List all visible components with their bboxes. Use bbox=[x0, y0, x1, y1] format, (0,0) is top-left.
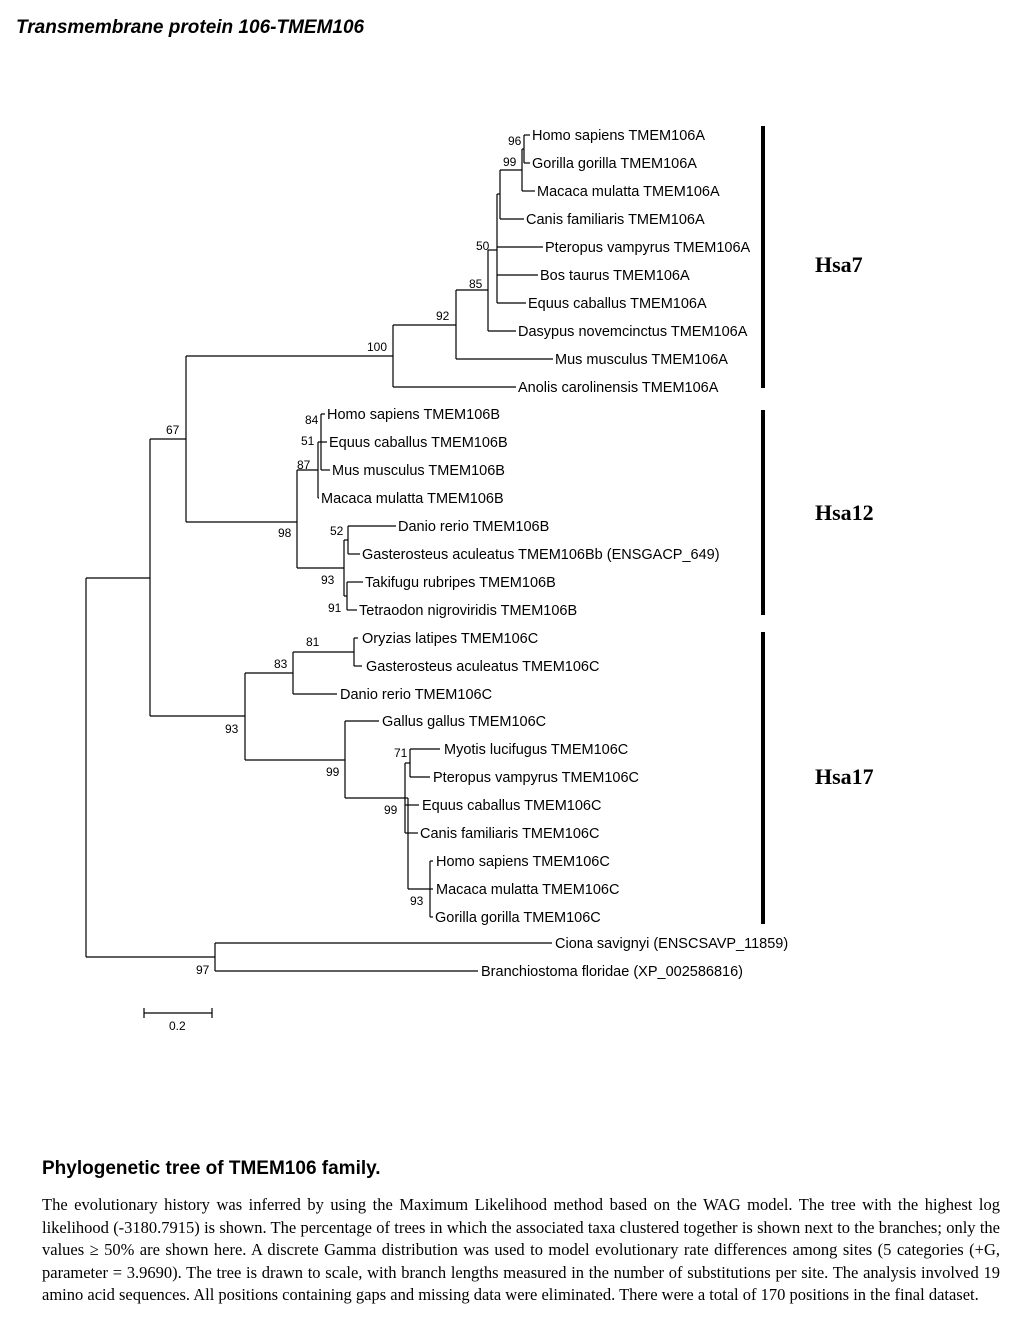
taxon-label: Homo sapiens TMEM106C bbox=[436, 854, 610, 870]
group-label-hsa12: Hsa12 bbox=[815, 500, 874, 525]
group-bar-hsa12 bbox=[761, 410, 765, 615]
group-bar-hsa7 bbox=[761, 126, 765, 388]
bootstrap-value: 91 bbox=[328, 601, 342, 615]
bootstrap-value: 96 bbox=[508, 134, 522, 148]
taxon-label: Oryzias latipes TMEM106C bbox=[362, 631, 538, 647]
bootstrap-value: 50 bbox=[476, 239, 490, 253]
taxon-label: Bos taurus TMEM106A bbox=[540, 268, 690, 284]
tree-branches bbox=[85, 134, 553, 972]
bootstrap-value: 85 bbox=[469, 277, 483, 291]
taxon-label: Equus caballus TMEM106C bbox=[422, 798, 601, 814]
caption-heading: Phylogenetic tree of TMEM106 family. bbox=[42, 1158, 381, 1179]
bootstrap-value: 93 bbox=[321, 573, 335, 587]
page-title: Transmembrane protein 106-TMEM106 bbox=[16, 17, 365, 38]
group-bar-hsa17 bbox=[761, 632, 765, 924]
taxon-label: Ciona savignyi (ENSCSAVP_11859) bbox=[555, 936, 788, 952]
bootstrap-values: 96 99 50 85 92 100 67 84 51 87 98 52 93 … bbox=[166, 134, 522, 977]
bootstrap-value: 99 bbox=[503, 155, 517, 169]
taxon-label: Homo sapiens TMEM106A bbox=[532, 128, 705, 144]
scale-bar-label: 0.2 bbox=[169, 1019, 186, 1033]
taxon-label: Macaca mulatta TMEM106A bbox=[537, 184, 720, 200]
taxon-label: Dasypus novemcinctus TMEM106A bbox=[518, 324, 748, 340]
taxon-label: Takifugu rubripes TMEM106B bbox=[365, 575, 556, 591]
bootstrap-value: 100 bbox=[367, 340, 387, 354]
taxon-label: Branchiostoma floridae (XP_002586816) bbox=[481, 964, 743, 980]
taxon-label: Mus musculus TMEM106B bbox=[332, 463, 505, 479]
phylogenetic-tree: Homo sapiens TMEM106A Gorilla gorilla TM… bbox=[85, 126, 874, 1033]
taxon-label: Macaca mulatta TMEM106C bbox=[436, 882, 619, 898]
taxon-label: Tetraodon nigroviridis TMEM106B bbox=[359, 603, 577, 619]
taxon-label: Gasterosteus aculeatus TMEM106Bb (ENSGAC… bbox=[362, 547, 720, 563]
taxon-label: Danio rerio TMEM106C bbox=[340, 687, 492, 703]
bootstrap-value: 84 bbox=[305, 413, 319, 427]
taxon-label: Pteropus vampyrus TMEM106C bbox=[433, 770, 639, 786]
taxon-label: Gasterosteus aculeatus TMEM106C bbox=[366, 659, 599, 675]
bootstrap-value: 83 bbox=[274, 657, 288, 671]
taxon-label: Pteropus vampyrus TMEM106A bbox=[545, 240, 751, 256]
bootstrap-value: 67 bbox=[166, 423, 180, 437]
bootstrap-value: 52 bbox=[330, 524, 344, 538]
taxon-label: Anolis carolinensis TMEM106A bbox=[518, 380, 719, 396]
bootstrap-value: 93 bbox=[410, 894, 424, 908]
bootstrap-value: 97 bbox=[196, 963, 210, 977]
group-label-hsa17: Hsa17 bbox=[815, 764, 874, 789]
group-label-hsa7: Hsa7 bbox=[815, 252, 863, 277]
bootstrap-value: 93 bbox=[225, 722, 239, 736]
bootstrap-value: 51 bbox=[301, 434, 315, 448]
bootstrap-value: 98 bbox=[278, 526, 292, 540]
taxon-label: Gallus gallus TMEM106C bbox=[382, 714, 546, 730]
taxon-label: Mus musculus TMEM106A bbox=[555, 352, 728, 368]
bootstrap-value: 99 bbox=[326, 765, 340, 779]
group-labels: Hsa7 Hsa12 Hsa17 bbox=[815, 252, 874, 789]
bootstrap-value: 71 bbox=[394, 746, 408, 760]
bootstrap-value: 99 bbox=[384, 803, 398, 817]
bootstrap-value: 92 bbox=[436, 309, 450, 323]
bootstrap-value: 81 bbox=[306, 635, 320, 649]
taxon-label: Myotis lucifugus TMEM106C bbox=[444, 742, 628, 758]
caption-body: The evolutionary history was inferred by… bbox=[42, 1195, 1000, 1305]
taxon-label: Equus caballus TMEM106A bbox=[528, 296, 707, 312]
taxon-labels: Homo sapiens TMEM106A Gorilla gorilla TM… bbox=[321, 128, 788, 980]
taxon-label: Danio rerio TMEM106B bbox=[398, 519, 549, 535]
scale-bar: 0.2 bbox=[143, 1008, 213, 1033]
bootstrap-value: 87 bbox=[297, 458, 311, 472]
taxon-label: Equus caballus TMEM106B bbox=[329, 435, 508, 451]
taxon-label: Gorilla gorilla TMEM106C bbox=[435, 910, 601, 926]
taxon-label: Gorilla gorilla TMEM106A bbox=[532, 156, 697, 172]
taxon-label: Homo sapiens TMEM106B bbox=[327, 407, 500, 423]
taxon-label: Canis familiaris TMEM106C bbox=[420, 826, 599, 842]
taxon-label: Canis familiaris TMEM106A bbox=[526, 212, 705, 228]
taxon-label: Macaca mulatta TMEM106B bbox=[321, 491, 504, 507]
group-bars bbox=[761, 126, 765, 924]
